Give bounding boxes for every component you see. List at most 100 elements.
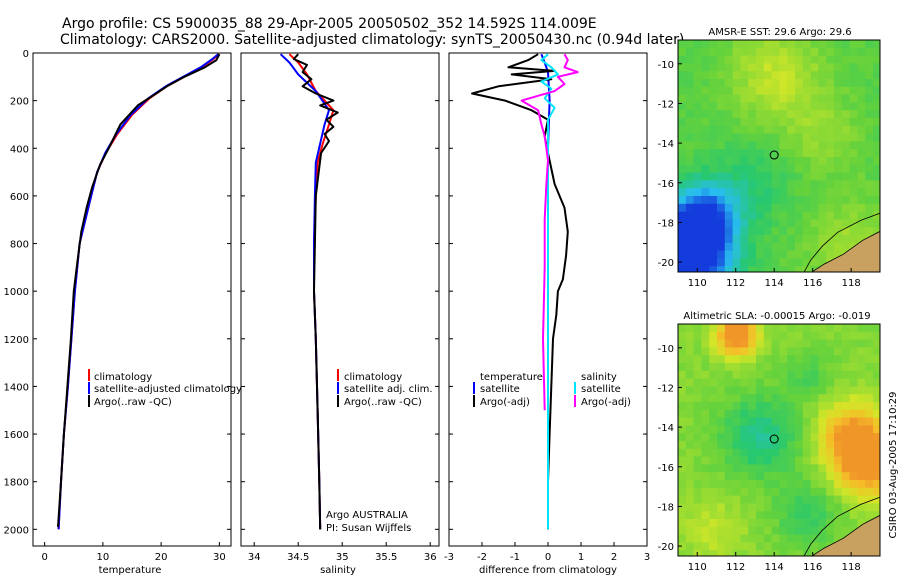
map-cell — [873, 503, 880, 512]
map-cell — [709, 133, 718, 142]
map-cell — [724, 370, 734, 380]
map-cell — [732, 141, 741, 150]
sst-map-title: AMSR-E SST: 29.6 Argo: 29.6 — [708, 27, 851, 38]
map-y-tick-label: -16 — [658, 179, 674, 190]
map-cell — [849, 355, 858, 364]
map-cell — [678, 339, 687, 348]
map-cell — [740, 425, 749, 434]
y-tick-label: 1800 — [4, 478, 29, 489]
map-cell — [857, 394, 866, 403]
map-cell — [841, 511, 851, 520]
map-cell — [701, 394, 710, 403]
map-cell — [724, 250, 734, 259]
map-cell — [771, 203, 780, 213]
map-cell — [779, 164, 788, 174]
map-cell — [818, 219, 827, 228]
map-cell — [810, 118, 819, 127]
map-cell — [740, 472, 749, 481]
map-cell — [685, 141, 695, 150]
map-cell — [834, 55, 843, 64]
map-cell — [678, 464, 687, 473]
map-cell — [810, 378, 819, 387]
map-cell — [685, 94, 695, 103]
map-cell — [818, 487, 827, 497]
map-cell — [802, 534, 812, 543]
map-cell — [724, 196, 734, 205]
map-cell — [857, 94, 866, 103]
map-cell — [685, 480, 695, 489]
map-cell — [740, 370, 749, 380]
map-cell — [857, 196, 866, 205]
map-cell — [834, 102, 843, 111]
map-cell — [748, 250, 757, 259]
map-cell — [865, 47, 874, 57]
map-cell — [748, 235, 757, 244]
map-cell — [771, 355, 780, 364]
map-cell — [834, 219, 843, 228]
map-cell — [756, 378, 765, 387]
map-cell — [740, 355, 749, 364]
map-cell — [826, 370, 835, 380]
map-cell — [779, 378, 788, 387]
map-cell — [693, 511, 702, 520]
map-cell — [841, 347, 851, 356]
map-cell — [865, 63, 874, 72]
map-cell — [810, 456, 819, 465]
map-cell — [740, 495, 749, 504]
map-cell — [740, 227, 749, 236]
map-cell — [834, 250, 843, 259]
map-cell — [834, 386, 843, 395]
map-cell — [693, 125, 702, 135]
map-cell — [826, 118, 835, 127]
x-tick-label: 1 — [578, 552, 584, 563]
map-cell — [802, 266, 812, 272]
map-cell — [678, 542, 687, 551]
map-cell — [724, 511, 734, 520]
map-cell — [724, 550, 734, 556]
map-cell — [693, 487, 702, 497]
bathymetry-contour — [803, 496, 880, 556]
map-cell — [779, 441, 788, 450]
map-cell — [732, 409, 741, 419]
map-cell — [709, 495, 718, 504]
map-cell — [795, 258, 804, 267]
map-cell — [873, 409, 880, 419]
map-cell — [818, 409, 827, 419]
map-cell — [771, 480, 780, 489]
map-cell — [826, 394, 835, 403]
legend-label-salinity: salinity — [581, 372, 617, 383]
map-cell — [826, 464, 835, 473]
map-cell — [795, 417, 804, 426]
map-cell — [678, 363, 687, 372]
y-tick-label: 2000 — [4, 525, 29, 536]
map-cell — [771, 534, 780, 543]
map-cell — [834, 339, 843, 348]
map-cell — [849, 149, 858, 158]
map-cell — [849, 339, 858, 348]
map-cell — [865, 125, 874, 135]
map-cell — [857, 355, 866, 364]
map-cell — [693, 402, 702, 411]
map-cell — [771, 94, 780, 103]
map-cell — [810, 180, 819, 189]
map-cell — [756, 266, 765, 272]
map-cell — [709, 157, 718, 166]
map-cell — [709, 235, 718, 244]
map-cell — [763, 141, 773, 150]
map-cell — [740, 464, 749, 473]
map-cell — [771, 511, 780, 520]
map-cell — [709, 550, 718, 556]
map-cell — [693, 503, 702, 512]
map-cell — [709, 542, 718, 551]
map-cell — [717, 441, 726, 450]
map-cell — [685, 456, 695, 465]
map-cell — [865, 347, 874, 356]
map-cell — [685, 355, 695, 364]
map-cell — [795, 63, 804, 72]
map-cell — [709, 487, 718, 497]
map-cell — [810, 40, 819, 49]
map-cell — [849, 63, 858, 72]
map-cell — [756, 157, 765, 166]
map-cell — [841, 157, 851, 166]
map-cell — [779, 79, 788, 88]
